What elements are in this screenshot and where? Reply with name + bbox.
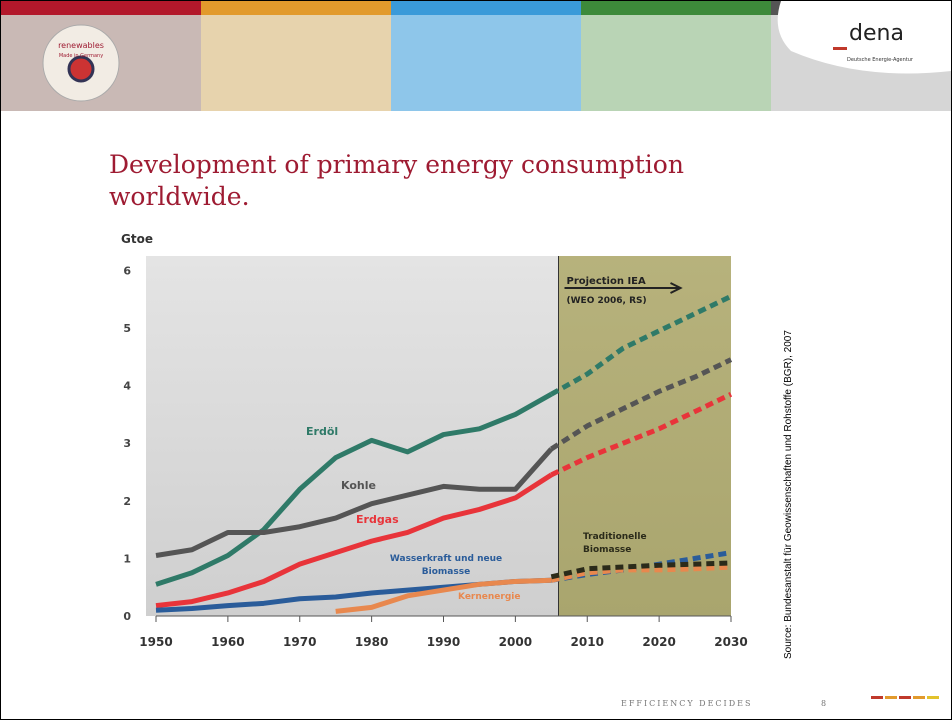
series-line xyxy=(155,472,553,609)
footer: EFFICIENCY DECIDES xyxy=(621,699,753,708)
series-line-projection xyxy=(550,560,732,580)
x-tick-label: 1960 xyxy=(211,635,244,649)
slide-title: Development of primary energy consumptio… xyxy=(109,150,684,211)
x-tick-label: 1950 xyxy=(139,635,172,649)
brand-area xyxy=(777,1,951,74)
footer-mark xyxy=(871,696,883,699)
series-label: Erdgas xyxy=(356,513,399,526)
series-line-projection xyxy=(550,391,733,478)
x-tick-label: 2020 xyxy=(642,635,675,649)
footer-mark xyxy=(913,696,925,699)
page-number: 8 xyxy=(821,699,827,708)
logo-label: renewables xyxy=(58,41,104,50)
y-tick-label: 3 xyxy=(123,437,131,450)
brand-subtitle: Deutsche Energie-Agentur xyxy=(847,57,913,63)
series-line xyxy=(155,447,554,558)
y-tick-label: 4 xyxy=(123,380,131,393)
x-tick-label: 1970 xyxy=(283,635,316,649)
banner-stripe xyxy=(581,1,771,15)
footer-mark xyxy=(927,696,939,699)
banner-image xyxy=(201,15,391,111)
logo-globe xyxy=(67,55,95,83)
projection-label: Projection IEA xyxy=(567,276,646,287)
banner-stripe xyxy=(201,1,391,15)
y-tick-label: 6 xyxy=(123,264,131,277)
series-label: Kernenergie xyxy=(458,592,521,602)
series-line xyxy=(335,577,552,614)
footer-mark xyxy=(885,696,897,699)
projection-area xyxy=(558,256,731,616)
y-tick-label: 5 xyxy=(123,322,131,335)
x-tick-label: 2030 xyxy=(714,635,747,649)
y-axis-label: Gtoe xyxy=(121,232,153,246)
y-tick-label: 0 xyxy=(123,610,131,623)
banner-stripe xyxy=(391,1,581,15)
logo-text: renewables Made in Germany xyxy=(46,41,116,59)
projection-arrow xyxy=(564,282,683,294)
projection-note: (WEO 2006, RS) xyxy=(567,296,647,306)
series-line-projection xyxy=(550,294,733,397)
logo-sublabel: Made in Germany xyxy=(58,53,104,59)
footer-mark xyxy=(899,696,911,699)
banner-stripe xyxy=(1,1,201,15)
banner-image xyxy=(391,15,581,111)
brand-mark xyxy=(833,47,847,50)
source-note: Source: Bundesanstalt für Geowissenschaf… xyxy=(783,330,794,659)
series-line xyxy=(155,392,553,587)
y-tick-label: 1 xyxy=(123,552,131,565)
banner-image xyxy=(581,15,771,111)
series-label: Wasserkraft und neue Biomasse xyxy=(389,554,503,577)
series-label: Kohle xyxy=(341,479,376,492)
x-tick-label: 1990 xyxy=(427,635,460,649)
series-label: Erdöl xyxy=(306,425,339,438)
series-label: Traditionelle Biomasse xyxy=(583,532,647,555)
x-tick-label: 1980 xyxy=(355,635,388,649)
y-tick-label: 2 xyxy=(123,495,131,508)
x-tick-label: 2010 xyxy=(571,635,604,649)
x-tick-label: 2000 xyxy=(499,635,532,649)
brand: dena xyxy=(849,21,904,46)
series-line-projection xyxy=(550,564,732,583)
